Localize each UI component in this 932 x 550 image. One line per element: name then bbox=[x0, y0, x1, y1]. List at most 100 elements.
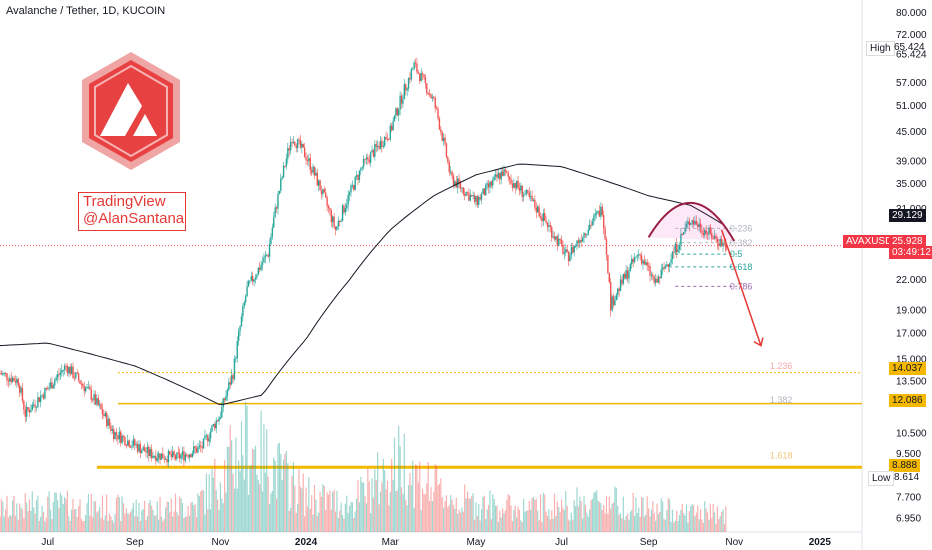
candle-body bbox=[647, 265, 650, 267]
volume-bar bbox=[694, 516, 696, 532]
volume-bar bbox=[618, 514, 620, 532]
candle-body bbox=[45, 387, 48, 389]
candle-body bbox=[118, 431, 121, 440]
candle-body bbox=[166, 459, 168, 463]
volume-bar bbox=[215, 490, 217, 532]
countdown-badge: 03:49:12 bbox=[889, 246, 932, 259]
volume-bar bbox=[252, 448, 254, 532]
volume-bar bbox=[56, 499, 59, 532]
candle-body bbox=[143, 447, 146, 452]
volume-bar bbox=[131, 508, 133, 532]
candle-body bbox=[142, 447, 144, 451]
candle-body bbox=[38, 397, 41, 402]
candle-body bbox=[510, 179, 512, 184]
candle-body bbox=[329, 208, 331, 211]
volume-bar bbox=[37, 495, 39, 532]
volume-bar bbox=[697, 505, 699, 532]
volume-bar bbox=[160, 516, 163, 532]
moving-average-line bbox=[0, 163, 725, 405]
candle-body bbox=[598, 210, 601, 217]
candle-body bbox=[371, 150, 373, 153]
candle-body bbox=[468, 192, 470, 201]
candle-body bbox=[327, 205, 330, 209]
candle-body bbox=[9, 378, 11, 382]
projection-arrow bbox=[720, 229, 762, 346]
volume-bar bbox=[628, 519, 630, 532]
candle-body bbox=[709, 227, 712, 234]
candle-body bbox=[0, 373, 3, 375]
volume-bar bbox=[0, 499, 3, 532]
volume-bar bbox=[396, 490, 398, 532]
candle-body bbox=[114, 432, 116, 440]
candle-body bbox=[70, 366, 73, 375]
candle-body bbox=[552, 236, 554, 238]
volume-bar bbox=[517, 506, 519, 532]
volume-bar bbox=[200, 491, 202, 532]
candle-body bbox=[652, 274, 654, 277]
candle-body bbox=[89, 386, 91, 390]
volume-bar bbox=[657, 514, 660, 532]
volume-bar bbox=[563, 509, 565, 532]
volume-bar bbox=[544, 494, 546, 532]
volume-bar bbox=[250, 464, 252, 532]
candle-body bbox=[247, 280, 250, 287]
candle-body bbox=[487, 183, 490, 188]
volume-bar bbox=[94, 501, 97, 532]
candle-body bbox=[131, 445, 133, 448]
symbol-title[interactable]: Avalanche / Tether, 1D, KUCOIN bbox=[6, 5, 166, 17]
volume-bar bbox=[72, 498, 74, 532]
volume-bar bbox=[590, 499, 592, 532]
volume-bar bbox=[194, 504, 196, 532]
volume-bar bbox=[235, 437, 237, 532]
volume-bar bbox=[0, 516, 1, 532]
high-value: 65.424 bbox=[894, 42, 925, 53]
candle-body bbox=[340, 220, 342, 222]
candle-body bbox=[565, 249, 567, 253]
candle-body bbox=[431, 96, 434, 99]
volume-bar bbox=[615, 487, 617, 532]
volume-bar bbox=[476, 515, 478, 532]
candle-body bbox=[73, 377, 76, 379]
candle-body bbox=[167, 451, 170, 463]
volume-bar bbox=[132, 502, 134, 532]
symbol-badge[interactable]: AVAXUSDT bbox=[843, 235, 902, 248]
candle-body bbox=[529, 196, 532, 198]
volume-bar bbox=[179, 496, 181, 532]
candle-body bbox=[624, 273, 626, 279]
volume-bar bbox=[228, 446, 230, 532]
candle-body bbox=[132, 439, 135, 446]
volume-bar bbox=[162, 521, 164, 532]
candle-body bbox=[367, 157, 369, 160]
candle-body bbox=[406, 88, 408, 91]
candle-body bbox=[597, 210, 599, 213]
volume-bar bbox=[610, 508, 612, 532]
candle-body bbox=[702, 232, 705, 236]
volume-bar bbox=[172, 516, 174, 532]
volume-bar bbox=[301, 488, 303, 532]
volume-bar bbox=[642, 497, 644, 532]
level-8-badge: 8.888 bbox=[889, 459, 921, 472]
candle-body bbox=[141, 450, 143, 454]
candle-body bbox=[706, 233, 709, 235]
candle-body bbox=[202, 438, 205, 449]
volume-bar bbox=[691, 503, 693, 532]
volume-bar bbox=[169, 512, 171, 532]
volume-bar bbox=[30, 510, 32, 532]
candle-body bbox=[63, 365, 66, 371]
volume-bar bbox=[259, 484, 261, 532]
volume-bar bbox=[306, 506, 309, 532]
volume-bar bbox=[190, 502, 192, 532]
volume-bar bbox=[560, 499, 563, 532]
candle-body bbox=[104, 413, 106, 417]
volume-bar bbox=[10, 516, 12, 532]
volume-bar bbox=[479, 520, 481, 532]
avalanche-logo-icon bbox=[82, 52, 180, 170]
volume-bar bbox=[371, 478, 373, 532]
candle-body bbox=[280, 178, 282, 191]
candle-body bbox=[441, 131, 443, 141]
volume-bar bbox=[542, 492, 544, 532]
candle-body bbox=[374, 144, 376, 157]
candle-body bbox=[691, 220, 693, 224]
candle-body bbox=[183, 451, 185, 461]
